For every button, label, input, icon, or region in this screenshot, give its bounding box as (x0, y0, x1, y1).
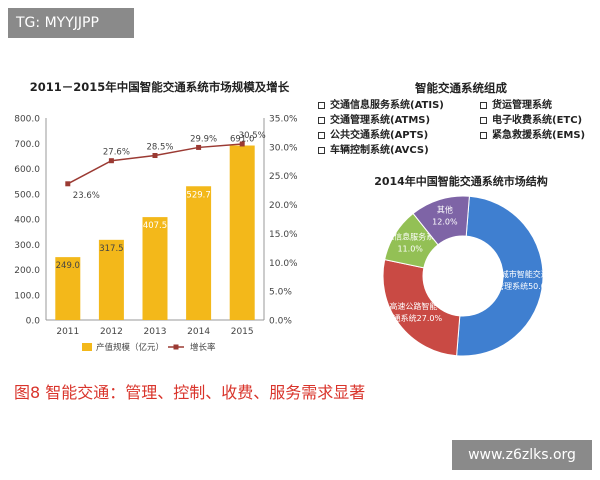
growth-rate-point (108, 158, 114, 164)
bar (55, 257, 81, 320)
x-tick-label: 2012 (100, 327, 123, 337)
bar (229, 145, 255, 320)
composition-item: 电子收费系统(ETC) (480, 111, 582, 126)
bar-data-label: 317.5 (99, 244, 123, 254)
composition-item: 车辆控制系统(AVCS) (318, 141, 429, 156)
y-tick-label: 500.0 (14, 190, 40, 200)
growth-rate-label: 30.5% (239, 131, 266, 141)
composition-item-label: 车辆控制系统(AVCS) (330, 145, 429, 156)
composition-item-label: 电子收费系统(ETC) (492, 115, 583, 126)
checkbox-square-icon (318, 146, 325, 154)
y2-tick-label: 25.0% (269, 172, 298, 182)
y-tick-label: 100.0 (14, 291, 40, 301)
growth-rate-point (196, 144, 202, 150)
bar (98, 239, 124, 320)
composition-item: 交通信息服务系统(ATIS) (318, 96, 444, 111)
bar-chart-title: 2011－2015年中国智能交通系统市场规模及增长 (29, 80, 290, 94)
y-tick-label: 700.0 (14, 140, 40, 150)
figure-caption: 图8 智能交通：管理、控制、收费、服务需求显著 (14, 383, 366, 402)
x-tick-label: 2014 (187, 327, 210, 337)
composition-item-label: 紧急救援系统(EMS) (492, 130, 586, 141)
donut-chart-title: 2014年中国智能交通系统市场结构 (374, 175, 548, 188)
y2-tick-label: 5.0% (269, 288, 292, 298)
growth-rate-label: 28.5% (146, 143, 173, 153)
composition-title: 智能交通系统组成 (415, 81, 507, 95)
y2-tick-label: 35.0% (269, 115, 298, 125)
composition-item-label: 公共交通系统(APTS) (330, 130, 429, 141)
y2-tick-label: 0.0% (269, 317, 292, 327)
y-tick-label: 0.0 (26, 317, 41, 327)
donut-slice-label: 交通系统27.0% (385, 313, 443, 323)
y-tick-label: 800.0 (14, 115, 40, 125)
bottom-watermark: www.z6zlks.org (452, 440, 592, 470)
y-tick-label: 400.0 (14, 216, 40, 226)
checkbox-square-icon (480, 131, 487, 139)
donut-slice (382, 259, 461, 357)
donut-slice-label: 城市智能交通 (501, 269, 549, 279)
donut-slice (412, 195, 470, 246)
growth-rate-label: 23.6% (73, 191, 100, 201)
growth-rate-label: 27.6% (103, 148, 130, 158)
legend-bar-swatch (82, 343, 92, 351)
y-tick-label: 300.0 (14, 241, 40, 251)
checkbox-square-icon (318, 131, 325, 139)
composition-item: 紧急救援系统(EMS) (480, 126, 585, 141)
composition-item: 货运管理系统 (480, 96, 552, 111)
bar-data-label: 691.0 (230, 135, 254, 145)
legend-line-marker (173, 344, 179, 350)
bar-data-label: 249.0 (56, 261, 80, 271)
growth-rate-point (152, 153, 158, 159)
y2-tick-label: 30.0% (269, 143, 298, 153)
donut-slice-label: 其他 (437, 205, 453, 215)
checkbox-square-icon (318, 101, 325, 109)
bar (142, 217, 168, 320)
y-tick-label: 200.0 (14, 266, 40, 276)
donut-slice-label: 交通信息服务系统 (378, 232, 442, 242)
donut-slice-label: 高速公路智能 (389, 301, 437, 311)
top-watermark: TG: MYYJJPP (8, 8, 134, 38)
composition-item: 公共交通系统(APTS) (318, 126, 428, 141)
composition-item-label: 交通信息服务系统(ATIS) (330, 100, 444, 111)
x-tick-label: 2011 (56, 327, 79, 337)
y2-tick-label: 10.0% (269, 259, 298, 269)
growth-rate-point (65, 181, 71, 187)
y2-tick-label: 20.0% (269, 201, 298, 211)
donut-slice-label: 12.0% (432, 218, 458, 227)
legend-bar-label: 产值规模（亿元） (96, 342, 164, 353)
donut-slice-label: 11.0% (397, 245, 423, 254)
x-tick-label: 2013 (144, 327, 167, 337)
growth-rate-label: 29.9% (190, 134, 217, 144)
y2-tick-label: 15.0% (269, 230, 298, 240)
composition-item-label: 交通管理系统(ATMS) (330, 115, 431, 126)
bar-line-chart: 0.0 100.0 200.0 300.0 400.0 500.0 600.0 700.0 80… (14, 115, 298, 354)
donut-slice-label: 管理系统50.0% (496, 281, 554, 291)
bar-data-label: 529.7 (186, 190, 210, 200)
donut-slice (456, 195, 544, 357)
composition-item: 交通管理系统(ATMS) (318, 111, 430, 126)
checkbox-square-icon (480, 116, 487, 124)
composition-item-label: 货运管理系统 (492, 100, 552, 111)
checkbox-square-icon (480, 101, 487, 109)
bar-data-label: 407.5 (143, 221, 167, 231)
y-tick-label: 600.0 (14, 165, 40, 175)
checkbox-square-icon (318, 116, 325, 124)
legend-line-label: 增长率 (190, 342, 216, 353)
growth-rate-point (239, 141, 245, 147)
x-tick-label: 2015 (231, 327, 254, 337)
bar (186, 186, 212, 320)
